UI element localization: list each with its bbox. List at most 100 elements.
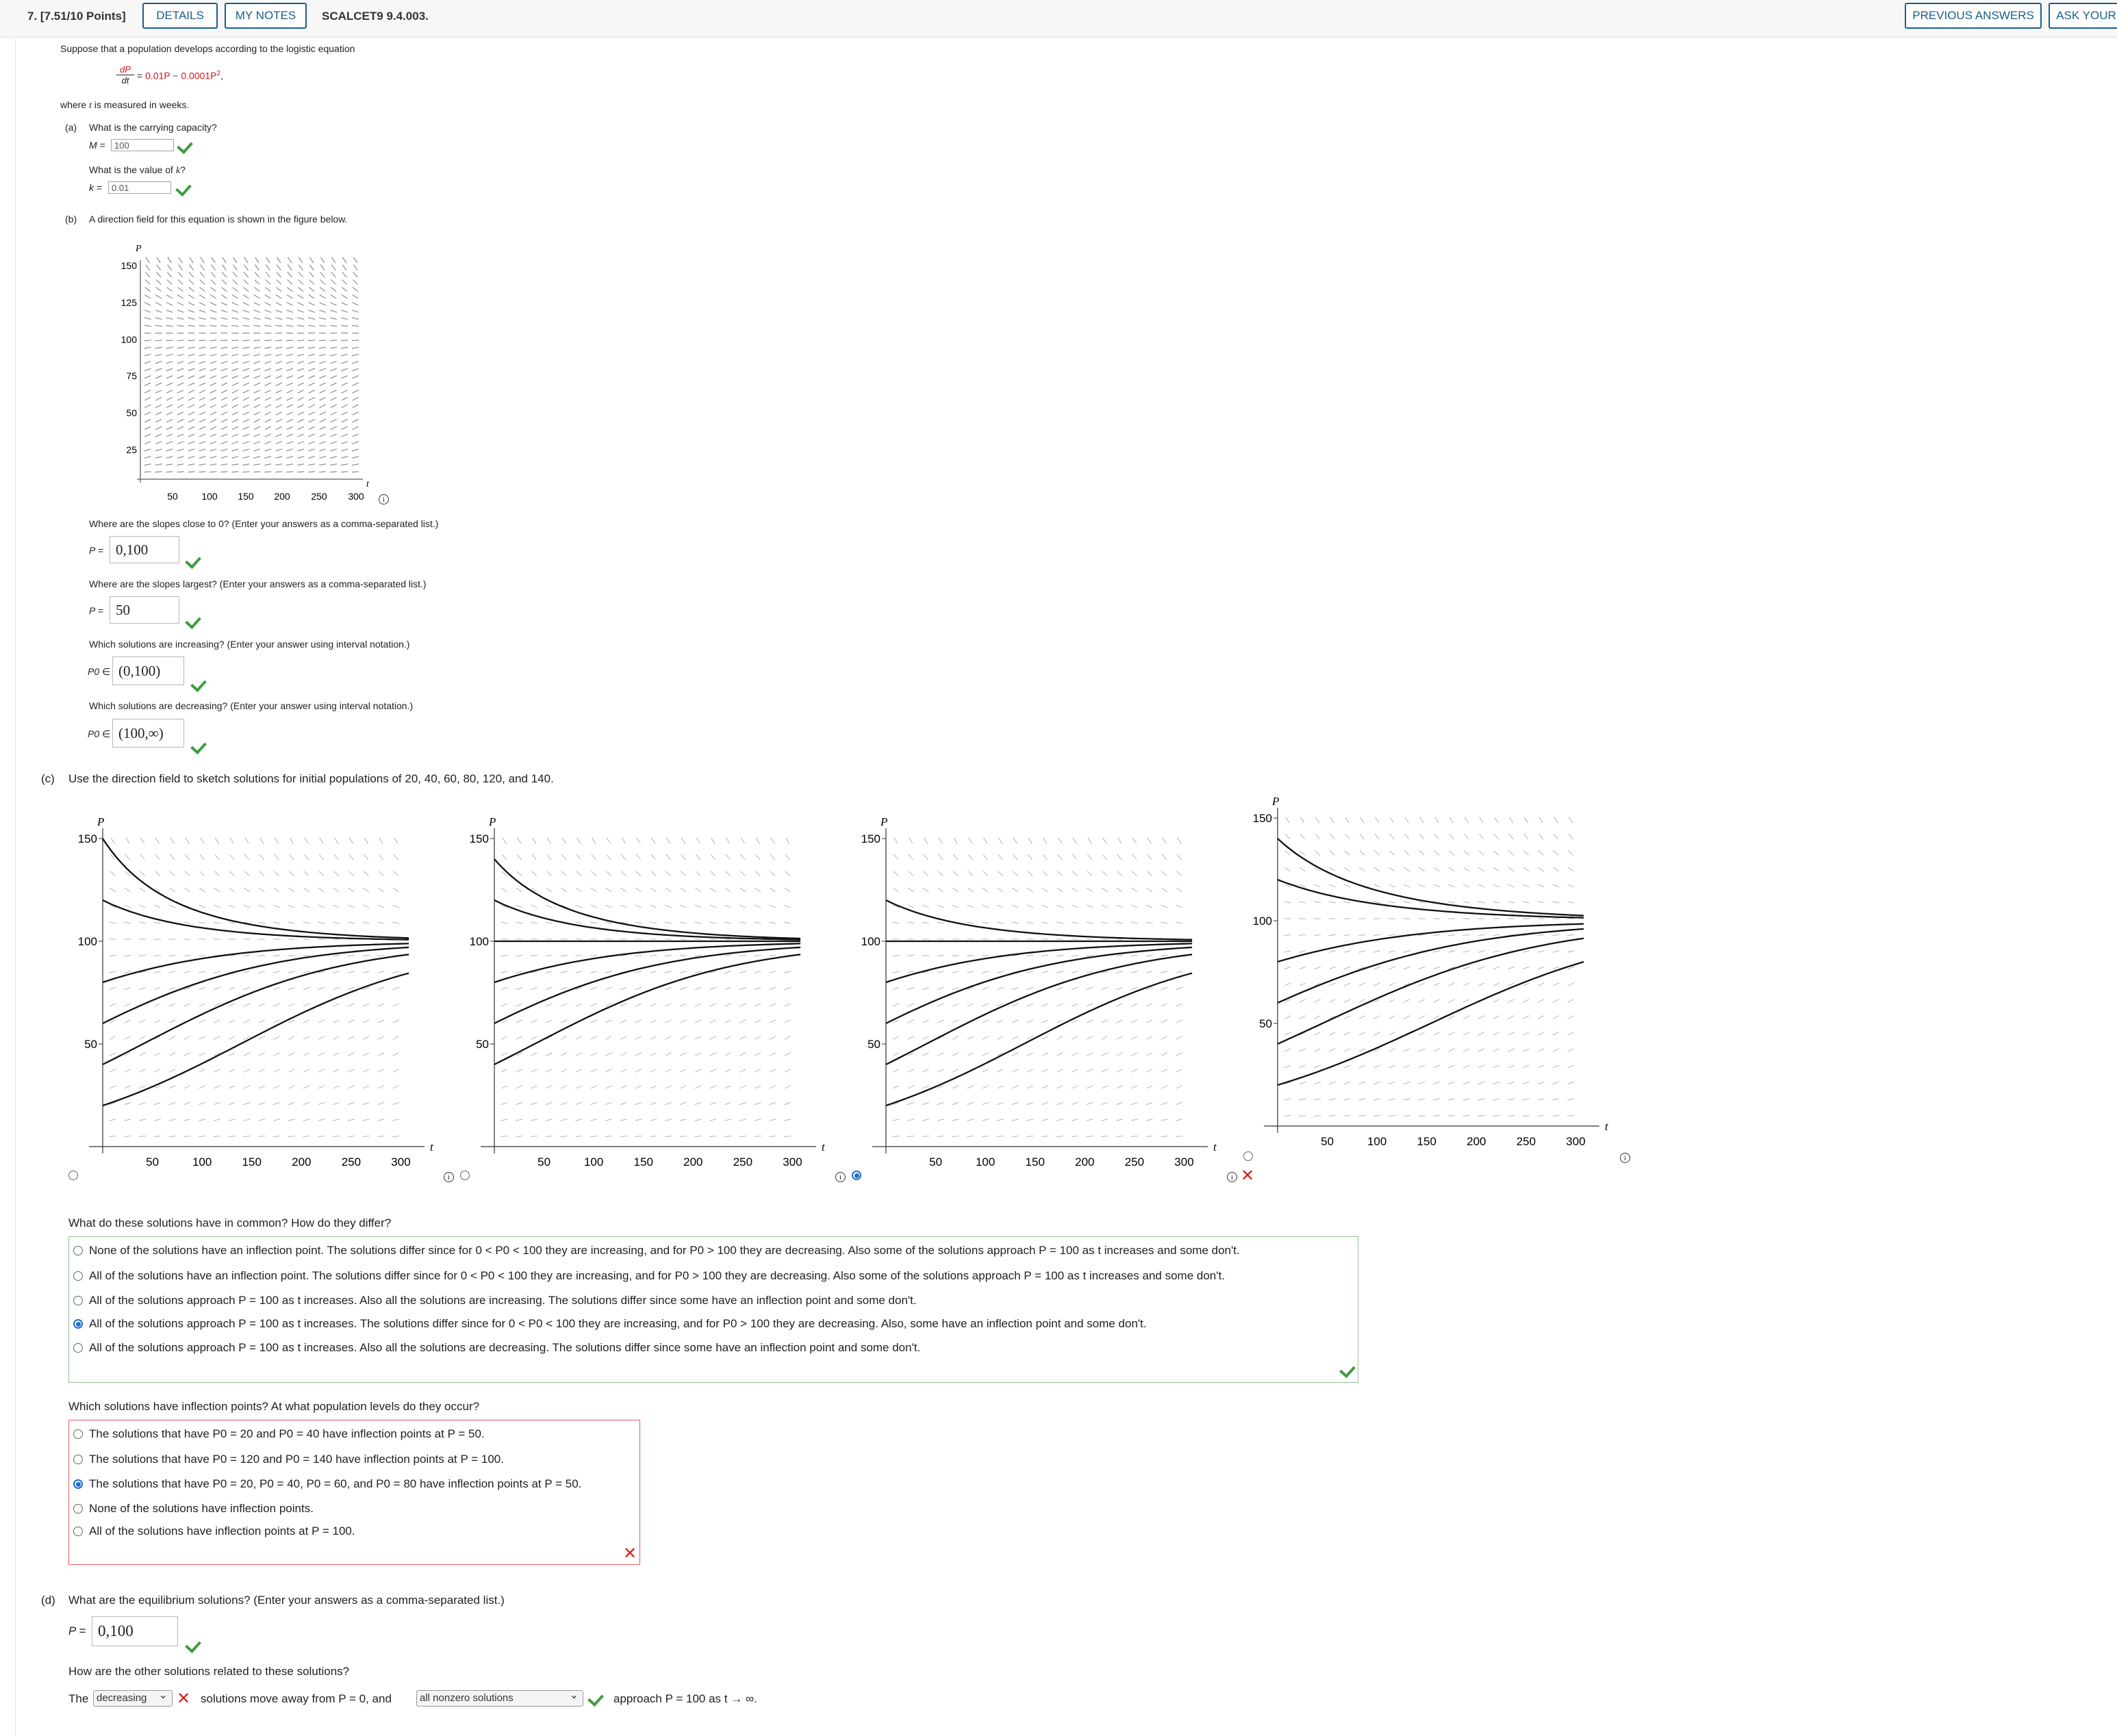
carrying-capacity-input[interactable]: 100 [111,139,174,151]
graph-2-radio[interactable] [460,1171,470,1180]
inflection-option-4-radio[interactable] [73,1504,83,1514]
slope-mark [1448,1032,1455,1036]
slope-mark [286,340,294,342]
slope-mark [546,871,552,876]
slope-mark [1552,1048,1560,1052]
graph-4-radio[interactable] [1243,1151,1253,1161]
common-option-2-radio[interactable] [73,1271,83,1281]
info-icon[interactable]: i [1227,1172,1237,1182]
slopes-largest-input[interactable]: 50 [110,596,179,624]
slope-mark [364,854,369,860]
inflection-option-2-radio[interactable] [73,1455,83,1464]
inflection-option-1-radio[interactable] [73,1429,83,1439]
slope-mark [575,1052,583,1056]
slopes-zero-input[interactable]: 0,100 [110,536,179,563]
common-option-1[interactable]: None of the solutions have an inflection… [89,1244,1240,1257]
slope-mark [177,456,184,459]
slope-mark [210,441,217,444]
x-tick-300: 300 [348,491,364,502]
my-notes-button[interactable]: MY NOTES [225,3,307,29]
details-button[interactable]: DETAILS [142,3,218,29]
graph-1-radio[interactable] [68,1171,78,1180]
slope-mark [243,1136,251,1137]
slope-mark [231,309,239,313]
inflection-option-4[interactable]: None of the solutions have inflection po… [89,1502,314,1515]
slope-mark [937,971,944,973]
slope-mark [605,1119,612,1121]
inflection-option-5-radio[interactable] [73,1527,83,1536]
slope-mark [1389,833,1395,840]
slope-mark [144,456,151,459]
slope-mark [590,954,598,957]
slope-mark [620,1101,627,1106]
slope-mark [184,871,190,876]
slope-mark [1552,901,1560,904]
common-option-4[interactable]: All of the solutions approach P = 100 as… [89,1317,1147,1330]
slope-mark [1448,850,1455,856]
inflection-option-3[interactable]: The solutions that have P0 = 20, P0 = 40… [89,1477,582,1490]
common-option-3[interactable]: All of the solutions approach P = 100 as… [89,1294,917,1307]
slope-mark [650,971,657,973]
slope-mark [298,272,303,278]
common-option-5-radio[interactable] [73,1343,83,1353]
slope-mark [1314,884,1321,888]
info-icon[interactable]: i [1620,1153,1630,1163]
increasing-input[interactable]: (0,100) [112,656,184,685]
slope-mark [319,390,326,394]
slope-mark [1433,1064,1441,1069]
previous-answers-button[interactable]: PREVIOUS ANSWERS [1905,3,2042,29]
slope-mark [352,441,359,444]
slope-mark [145,264,151,270]
inflection-option-2[interactable]: The solutions that have P0 = 120 and P0 … [89,1453,504,1466]
slope-mark [288,954,295,957]
common-option-1-radio[interactable] [73,1246,83,1255]
inflection-option-1[interactable]: The solutions that have P0 = 20 and P0 =… [89,1427,485,1440]
equilibrium-input[interactable]: 0,100 [92,1616,178,1646]
slope-mark [200,264,205,270]
common-option-2[interactable]: All of the solutions have an inflection … [89,1269,1225,1282]
info-icon[interactable]: i [444,1172,454,1182]
slope-mark [967,871,974,876]
slope-mark [724,1036,731,1040]
slope-mark [341,324,348,327]
slope-mark [139,904,146,908]
decreasing-input[interactable]: (100,∞) [112,719,184,748]
slope-mark [923,837,928,844]
slope-mark [1026,1003,1034,1007]
slope-mark [229,837,234,844]
info-icon[interactable]: i [835,1172,846,1182]
slope-mark [1284,867,1291,872]
slope-mark [286,404,293,409]
slope-mark [199,433,206,437]
inflection-option-5[interactable]: All of the solutions have inflection poi… [89,1524,355,1537]
slope-mark [590,904,597,908]
k-value-input[interactable]: 0.01 [108,181,171,194]
solutions-select[interactable]: all nonzero solutions [416,1688,583,1707]
inflection-option-3-radio[interactable] [73,1479,83,1489]
graph-3-radio[interactable] [852,1171,861,1180]
slope-mark [1374,850,1380,856]
common-option-4-radio[interactable] [73,1319,83,1329]
slope-mark [242,294,249,299]
slope-mark [1131,1019,1138,1023]
slope-mark [1345,817,1349,824]
direction-select[interactable]: decreasing [93,1688,173,1707]
common-option-3-radio[interactable] [73,1296,83,1305]
slope-mark [210,396,217,401]
slope-mark [952,986,959,991]
ask-your-teacher-button[interactable]: ASK YOUR [2049,3,2117,29]
slope-mark [273,1019,280,1023]
info-icon[interactable]: i [379,494,389,505]
slope-mark [168,1085,176,1089]
slope-mark [1116,971,1124,973]
slope-mark [769,1019,776,1023]
common-option-5[interactable]: All of the solutions approach P = 100 as… [89,1341,921,1354]
slope-mark [177,433,184,437]
slope-mark [937,1136,944,1137]
slope-mark [231,419,239,423]
slope-mark [109,1136,116,1137]
slope-mark [1176,971,1183,973]
slope-mark [242,353,250,357]
slope-mark [1043,837,1048,844]
slope-mark [650,1119,657,1121]
